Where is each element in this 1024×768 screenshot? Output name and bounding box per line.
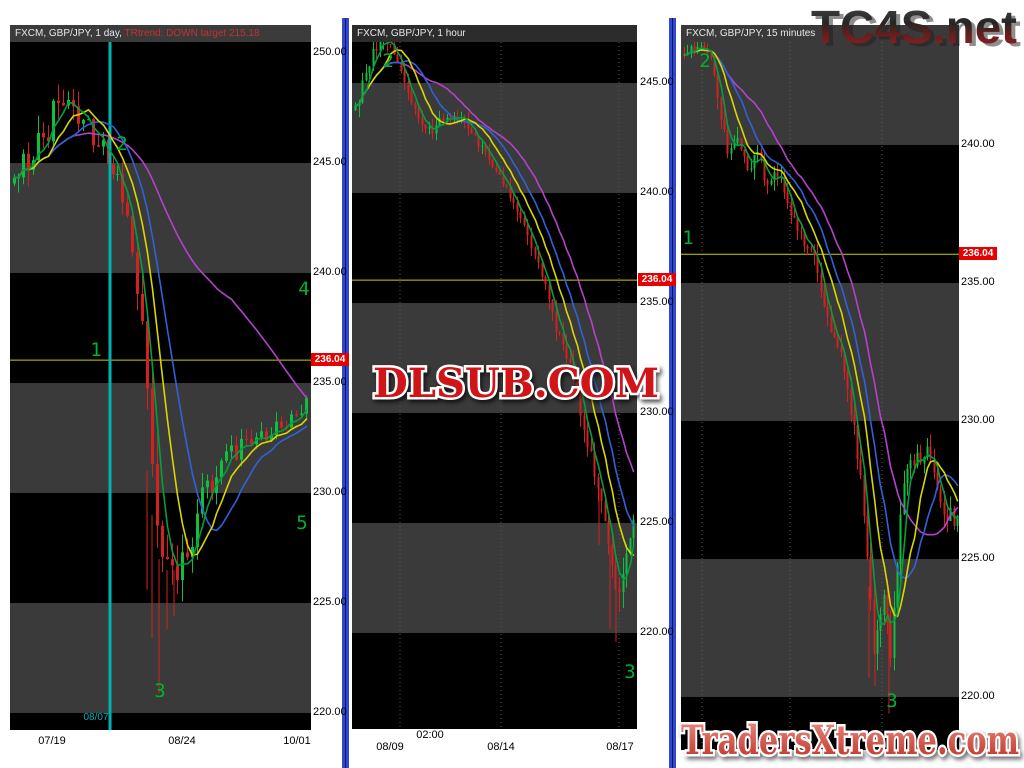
wave-label: 3: [886, 690, 897, 712]
15min-chart-canvas[interactable]: 2 1 3: [681, 42, 959, 750]
time-tick: 10/01: [283, 735, 311, 747]
price-tick: 225.00: [313, 596, 347, 608]
time-tick: 08/24: [168, 735, 196, 747]
wave-label: 4: [298, 278, 309, 300]
price-tick: 235.00: [313, 376, 347, 388]
ma-green: [354, 42, 635, 581]
price-tick: 240.00: [961, 138, 995, 150]
panel-divider: [345, 18, 346, 768]
price-tick: 245.00: [640, 76, 674, 88]
event-date-label: 08/07: [83, 712, 108, 723]
time-tick: 07/19: [38, 735, 66, 747]
price-tick: 220.00: [313, 706, 347, 718]
chart-title: FXCM, GBP/JPY, 1 day,: [15, 28, 122, 39]
price-tick: 230.00: [313, 486, 347, 498]
wave-label: 3: [624, 661, 635, 683]
trend-annotation: TRtrend: DOWN target 215.18: [124, 28, 260, 39]
chart-header-daily: FXCM, GBP/JPY, 1 day, TRtrend: DOWN targ…: [10, 25, 311, 42]
time-tick: 08/14: [487, 741, 515, 753]
wave-label: 5: [296, 512, 307, 534]
panel-divider: [673, 18, 676, 768]
price-tick: 235.00: [640, 296, 674, 308]
time-tick: 08/09: [376, 741, 404, 753]
wave-label: 3: [154, 680, 165, 702]
price-tick: 230.00: [961, 414, 995, 426]
price-tick: 220.00: [961, 690, 995, 702]
current-price-badge: 236.04: [311, 353, 349, 366]
chart-header-15min: FXCM, GBP/JPY, 15 minutes: [681, 25, 959, 42]
price-tick: 240.00: [640, 186, 674, 198]
panel-divider: [672, 18, 673, 768]
time-tick: 02:00: [416, 729, 444, 741]
price-tick: 225.00: [640, 516, 674, 528]
ma-yellow: [683, 49, 959, 618]
wave-label: 2: [699, 50, 710, 72]
wave-label: 2: [382, 50, 393, 72]
ma-blue: [683, 49, 959, 579]
ma-yellow: [354, 49, 635, 556]
price-tick: 230.00: [640, 406, 674, 418]
chart-header-hourly: FXCM, GBP/JPY, 1 hour: [352, 25, 637, 42]
ma-green: [683, 47, 959, 626]
price-tick: 235.00: [961, 276, 995, 288]
price-tick: 220.00: [640, 626, 674, 638]
price-tick: 240.00: [313, 266, 347, 278]
wave-label: 2: [116, 133, 127, 155]
daily-chart-canvas[interactable]: 2 1 3 4 5 08/07: [10, 42, 311, 730]
chart-title: FXCM, GBP/JPY, 15 minutes: [686, 28, 816, 39]
panel-divider: [669, 18, 672, 768]
chart-title: FXCM, GBP/JPY, 1 hour: [357, 28, 466, 39]
ma-blue: [354, 59, 635, 527]
current-price-badge: 236.04: [638, 273, 676, 286]
ma-blue: [13, 120, 308, 532]
price-tick: 245.00: [313, 156, 347, 168]
ma-yellow: [13, 109, 308, 557]
current-price-badge: 236.04: [959, 247, 997, 260]
ma-green: [13, 101, 308, 567]
panel-divider: [342, 18, 345, 768]
time-tick: 08/17: [606, 741, 634, 753]
price-tick: 225.00: [961, 552, 995, 564]
panel-divider: [346, 18, 349, 768]
price-tick: 250.00: [313, 46, 347, 58]
wave-label: 1: [682, 227, 693, 249]
wave-label: 1: [90, 339, 101, 361]
